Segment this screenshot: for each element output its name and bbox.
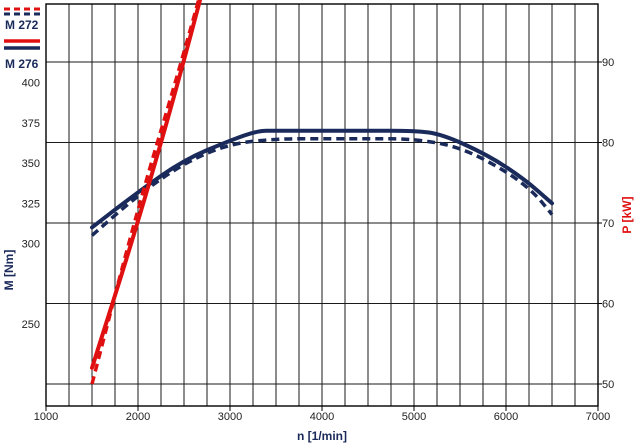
- legend-label-m272: M 272: [5, 18, 39, 32]
- right-tick-label: 60: [602, 299, 614, 311]
- x-tick-label: 2000: [126, 411, 150, 423]
- x-tick-labels: 1000 2000 3000 4000 5000 6000 7000: [34, 406, 610, 423]
- left-tick-label: 250: [22, 319, 40, 331]
- series-line-m276-torque: [90, 128, 554, 230]
- right-tick-label: 80: [602, 138, 614, 150]
- right-tick-labels: 5060708090100110120130140150160170180190…: [598, 57, 614, 391]
- legend: M 272 M 276: [4, 7, 40, 71]
- x-tick-label: 6000: [494, 411, 518, 423]
- series-lines: [90, 0, 554, 385]
- right-axis-title: P [kW]: [620, 196, 634, 233]
- left-tick-label: 350: [22, 158, 40, 170]
- x-tick-label: 5000: [402, 411, 426, 423]
- left-tick-labels: 250 300 325 350 375 400: [22, 78, 40, 332]
- grid-lines: [46, 4, 598, 406]
- left-tick-label: 325: [22, 198, 40, 210]
- series-line-m272-torque: [90, 137, 554, 237]
- x-tick-label: 3000: [218, 411, 242, 423]
- right-tick-label: 70: [602, 218, 614, 230]
- series-line-m276-power: [90, 0, 203, 370]
- left-axis-title: M [Nm]: [2, 250, 16, 291]
- x-tick-label: 7000: [586, 411, 610, 423]
- x-tick-label: 4000: [310, 411, 334, 423]
- x-axis-title: n [1/min]: [297, 429, 347, 443]
- left-tick-label: 375: [22, 118, 40, 130]
- right-tick-label: 50: [602, 379, 614, 391]
- left-tick-label: 400: [22, 78, 40, 90]
- left-tick-label: 300: [22, 239, 40, 251]
- right-tick-label: 90: [602, 57, 614, 69]
- legend-label-m276: M 276: [5, 57, 39, 71]
- x-tick-label: 1000: [34, 411, 58, 423]
